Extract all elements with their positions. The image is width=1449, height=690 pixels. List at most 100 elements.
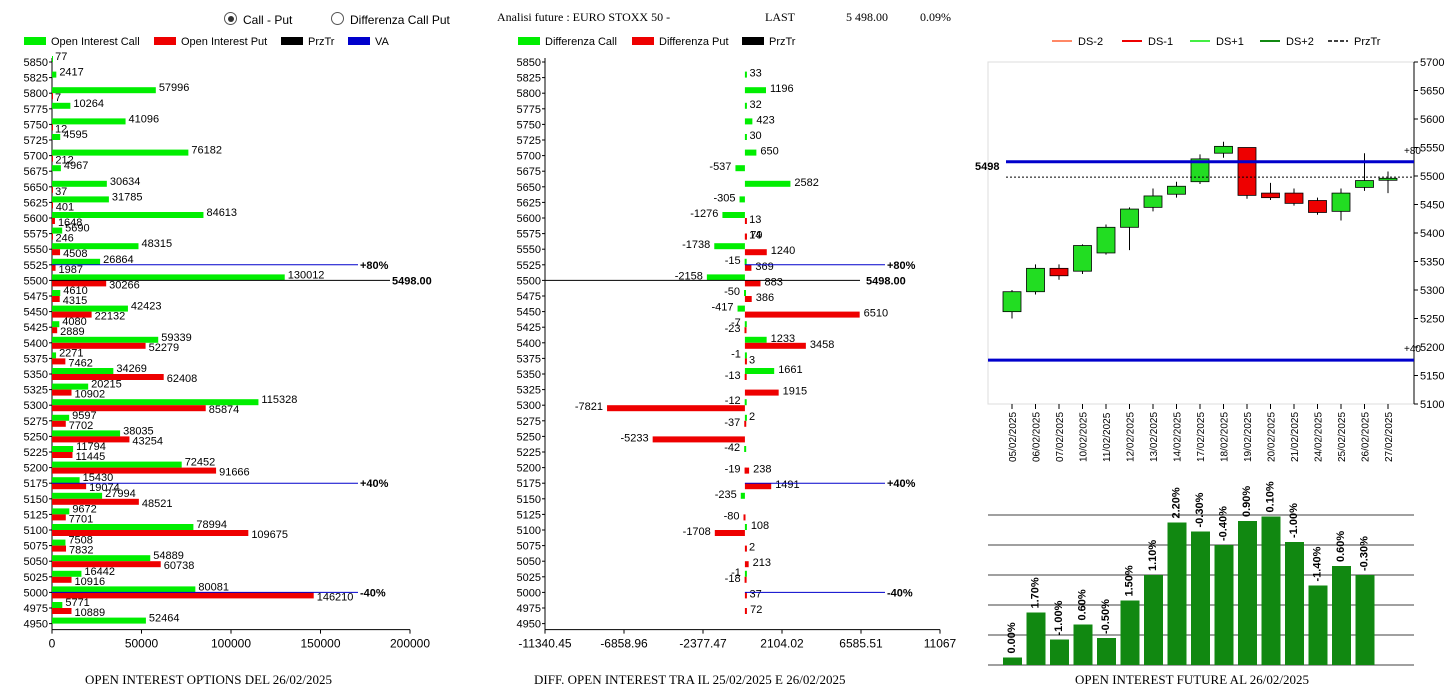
y-tick-label: 5100	[1420, 399, 1444, 411]
diff-put-bar	[744, 545, 747, 552]
va-line-label: -40%	[887, 587, 913, 599]
candle-body	[1355, 180, 1374, 188]
candle-body	[1026, 267, 1045, 293]
y-tick-label: 5400	[1420, 228, 1444, 240]
strike-tick-label: 5100	[24, 525, 48, 537]
future-oi-bar-label: 0.10%	[1265, 481, 1277, 512]
candle-body	[1237, 147, 1257, 196]
put-value-label: 7701	[69, 513, 93, 525]
diff-put-bar	[744, 218, 747, 224]
diff-put-bar	[744, 233, 747, 240]
put-bar	[52, 155, 53, 162]
strike-tick-label: 5825	[24, 73, 48, 85]
put-bar	[52, 311, 92, 318]
strike-tick-label: 5425	[517, 322, 541, 334]
future-candle-chart: 5700 5650 5600 5550 5500 5450 5400 5350 5300 5250…	[975, 57, 1444, 462]
put-bar	[52, 374, 164, 380]
date-tick-label: 12/02/2025	[1126, 412, 1137, 462]
x-tick-label: 50000	[125, 637, 159, 651]
diff-put-bar	[744, 592, 747, 599]
diff-call-value-label: 650	[760, 146, 778, 158]
va-line-label: +40%	[887, 478, 916, 490]
diff-put-bar	[744, 389, 779, 396]
legend-ds+1: DS+1	[1216, 36, 1244, 48]
x-tick-label: 11067	[924, 637, 957, 651]
diff-call-value-label: -1	[731, 567, 741, 579]
diff-put-value-label: -37	[724, 417, 740, 429]
diff-call-value-label: 1661	[778, 364, 802, 376]
y-tick-label: 5500	[1420, 171, 1444, 183]
put-value-label: 48521	[142, 498, 173, 510]
call-bar	[52, 102, 71, 109]
radio-call-put[interactable]: Call - Put	[224, 12, 292, 27]
diff-call-bar	[744, 524, 747, 530]
strike-tick-label: 5800	[24, 88, 48, 100]
radio-diff-call-put[interactable]: Differenza Call Put	[331, 12, 450, 27]
diff-call-value-label: -12	[725, 395, 741, 407]
strike-tick-label: 5625	[24, 197, 48, 209]
analysis-title: Analisi future : EURO STOXX 50 -	[497, 10, 671, 24]
future-oi-bar-label: -0.30%	[1194, 492, 1206, 527]
put-value-label: 37	[55, 186, 67, 198]
diff-put-value-label: 13	[749, 214, 761, 226]
put-bar	[52, 576, 72, 583]
put-value-label: 4315	[63, 295, 87, 307]
candle-body	[1378, 177, 1398, 181]
strike-tick-label: 5300	[24, 400, 48, 412]
put-bar	[52, 389, 72, 396]
date-tick-label: 20/02/2025	[1267, 412, 1278, 462]
put-bar	[52, 452, 73, 458]
date-tick-label: 11/02/2025	[1102, 412, 1113, 462]
call-bar	[52, 243, 139, 250]
call-bar	[52, 336, 159, 343]
put-value-label: 7702	[69, 420, 93, 432]
call-bar	[52, 430, 121, 437]
call-value-label: 4595	[63, 129, 87, 141]
y-tick-label: 5700	[1420, 57, 1444, 69]
call-value-label: 4967	[64, 160, 88, 172]
call-value-label: 11794	[76, 441, 106, 453]
put-bar	[52, 249, 61, 256]
put-value-label: 246	[55, 233, 73, 245]
put-value-label: 109675	[251, 529, 288, 541]
put-bar	[52, 124, 53, 131]
future-oi-bar	[1003, 657, 1022, 665]
future-oi-bar-label: 0.00%	[1006, 622, 1018, 653]
future-oi-bar	[1355, 575, 1375, 665]
call-value-label: 57996	[159, 82, 190, 94]
future-oi-bar-label: 0.60%	[1335, 531, 1347, 562]
future-oi-bar-label: -1.00%	[1053, 600, 1065, 635]
call-bar	[52, 414, 70, 421]
date-tick-label: 18/02/2025	[1220, 412, 1231, 462]
diff-call-bar	[714, 243, 745, 250]
put-bar	[52, 608, 72, 614]
future-oi-bar	[1238, 521, 1257, 665]
price-line-label: 5498.00	[392, 275, 432, 287]
x-tick-label: 2104.02	[760, 637, 804, 651]
call-bar	[52, 555, 151, 562]
diff-call-bar	[735, 165, 745, 172]
candle-body	[1284, 192, 1304, 204]
diff-call-value-label: -50	[724, 286, 740, 298]
put-bar	[52, 264, 56, 271]
diff-put-value-label: -23	[725, 323, 741, 335]
diff-call-value-label: 2	[749, 411, 755, 423]
call-value-label: 130012	[288, 269, 325, 281]
candle-body	[1308, 200, 1327, 213]
call-value-label: 4610	[63, 285, 87, 297]
strike-tick-label: 5725	[24, 135, 48, 147]
strike-tick-label: 5025	[24, 572, 48, 584]
date-tick-label: 10/02/2025	[1079, 412, 1090, 462]
diff-put-value-label: -1708	[683, 526, 711, 538]
legend-va: VA	[348, 36, 389, 48]
future-oi-bar-label: -0.50%	[1100, 599, 1112, 634]
strike-tick-label: 4950	[517, 619, 541, 631]
strike-tick-label: 5675	[24, 166, 48, 178]
call-value-label: 30634	[110, 176, 141, 188]
future-oi-bar	[1050, 639, 1069, 665]
call-value-label: 78994	[196, 519, 227, 531]
candle-body	[1331, 192, 1351, 212]
strike-tick-label: 4950	[24, 619, 48, 631]
diff-put-bar	[744, 420, 747, 427]
strike-tick-label: 5650	[24, 182, 48, 194]
